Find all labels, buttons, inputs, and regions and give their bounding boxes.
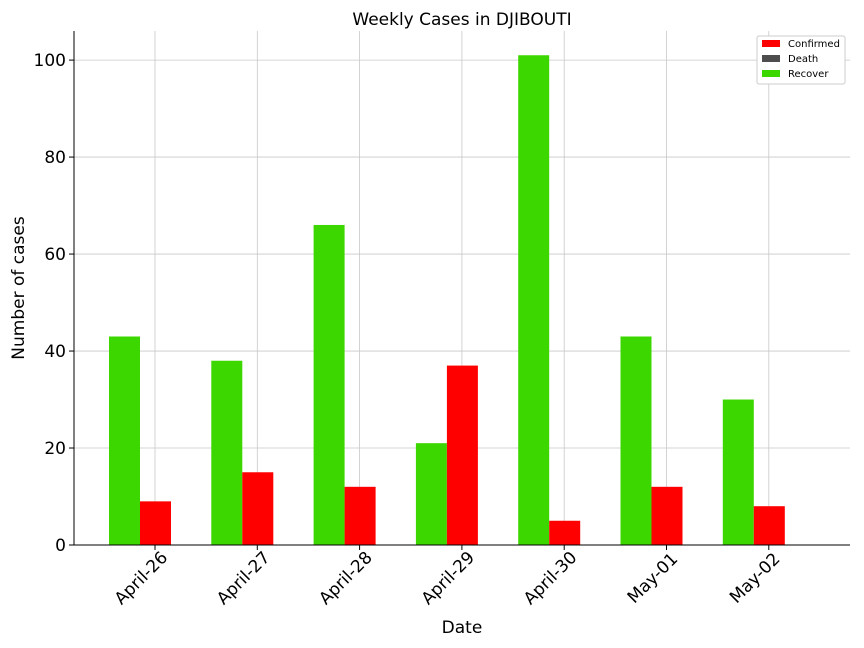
bar-confirmed bbox=[549, 520, 581, 545]
y-tick-label: 40 bbox=[44, 342, 66, 362]
bar-recover bbox=[620, 336, 652, 545]
y-tick-label: 80 bbox=[44, 148, 66, 168]
x-tick-label: April-30 bbox=[520, 548, 581, 609]
legend-swatch bbox=[762, 55, 780, 62]
x-ticks: April-26 April-27 April-28 April-29 April-30… bbox=[111, 545, 784, 609]
x-tick-label: May-02 bbox=[726, 549, 784, 607]
bar-recover bbox=[313, 224, 345, 545]
x-tick-label: April-28 bbox=[315, 548, 376, 609]
x-tick-label: May-01 bbox=[624, 549, 682, 607]
x-tick-label: April-27 bbox=[213, 548, 274, 609]
x-axis-label: Date bbox=[442, 618, 483, 638]
y-tick-label: 0 bbox=[55, 536, 66, 556]
legend-swatch bbox=[762, 70, 780, 77]
bar-recover bbox=[211, 360, 243, 545]
y-tick-label: 20 bbox=[44, 439, 66, 459]
bar-recover bbox=[722, 399, 754, 545]
x-tick-label: April-26 bbox=[111, 548, 172, 609]
y-tick-label: 100 bbox=[34, 51, 66, 71]
x-tick-label: April-29 bbox=[418, 548, 479, 609]
legend-label: Confirmed bbox=[788, 39, 840, 50]
y-tick-label: 60 bbox=[44, 245, 66, 265]
bars bbox=[109, 55, 785, 546]
y-axis-label: Number of cases bbox=[9, 216, 29, 360]
chart-title: Weekly Cases in DJIBOUTI bbox=[352, 10, 571, 30]
y-ticks: 0 20 40 60 80 100 bbox=[34, 51, 74, 556]
bar-recover bbox=[109, 336, 140, 545]
legend-label: Death bbox=[788, 54, 818, 65]
grid-lines bbox=[74, 31, 850, 546]
legend-swatch bbox=[762, 40, 780, 47]
legend: Confirmed Death Recover bbox=[756, 35, 846, 85]
bar-confirmed bbox=[446, 365, 478, 545]
bar-confirmed bbox=[140, 501, 171, 545]
bar-confirmed bbox=[651, 486, 683, 545]
bar-confirmed bbox=[753, 506, 785, 545]
bar-confirmed bbox=[242, 472, 274, 545]
bar-recover bbox=[518, 55, 550, 546]
legend-label: Recover bbox=[788, 69, 829, 80]
bar-recover bbox=[415, 443, 447, 545]
bar-confirmed bbox=[344, 486, 376, 545]
